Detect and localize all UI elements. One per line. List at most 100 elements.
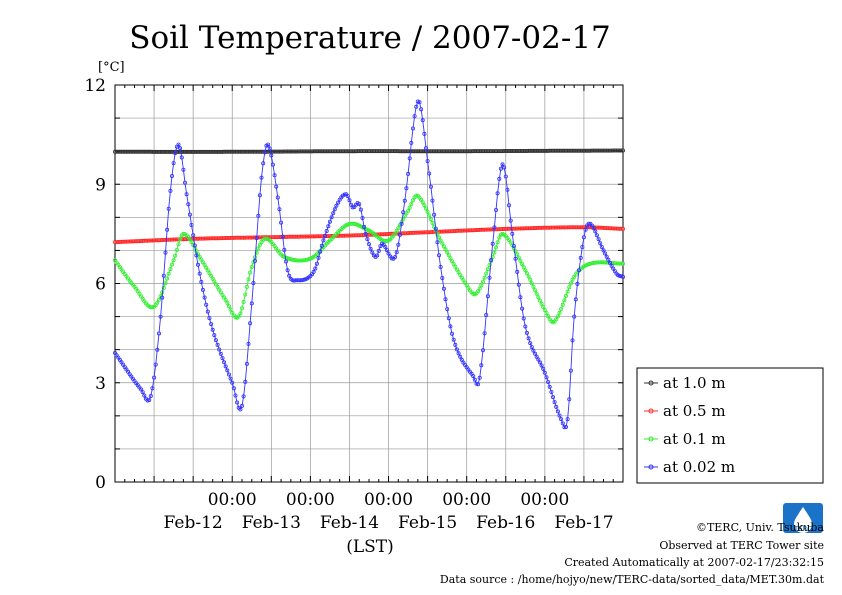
data-point xyxy=(152,375,157,380)
data-point xyxy=(534,291,539,296)
data-point xyxy=(251,280,256,285)
data-point xyxy=(572,314,577,319)
data-point xyxy=(492,225,497,230)
data-point xyxy=(500,162,505,167)
data-point xyxy=(619,226,624,231)
data-point xyxy=(375,253,380,258)
data-point xyxy=(267,146,272,151)
data-point xyxy=(225,368,230,373)
data-point xyxy=(451,337,456,342)
legend-marker xyxy=(648,436,654,442)
data-point xyxy=(412,114,417,119)
data-point xyxy=(168,267,173,272)
data-point xyxy=(233,393,238,398)
data-point xyxy=(555,314,560,319)
data-point xyxy=(538,298,543,303)
data-point xyxy=(165,276,170,281)
legend-label: at 1.0 m xyxy=(663,374,726,392)
data-point xyxy=(148,393,153,398)
data-point xyxy=(487,275,492,280)
data-point xyxy=(329,215,334,220)
data-point xyxy=(448,256,453,261)
data-point xyxy=(212,333,217,338)
data-point xyxy=(560,421,565,426)
data-point xyxy=(226,304,231,309)
data-point xyxy=(199,279,204,284)
data-point xyxy=(594,233,599,238)
data-point xyxy=(479,363,484,368)
data-point xyxy=(274,184,279,189)
data-point xyxy=(362,224,367,229)
data-point xyxy=(176,142,181,147)
data-point xyxy=(173,253,178,258)
data-point xyxy=(476,382,481,387)
data-point xyxy=(171,161,176,166)
data-point xyxy=(581,235,586,240)
data-point xyxy=(147,397,152,402)
data-point xyxy=(446,316,451,321)
data-point xyxy=(449,259,454,264)
data-point xyxy=(436,235,441,240)
data-point xyxy=(528,341,533,346)
data-point xyxy=(394,250,399,255)
data-point xyxy=(238,311,243,316)
data-point xyxy=(165,227,170,232)
data-point xyxy=(246,277,251,282)
data-point xyxy=(516,282,521,287)
data-point xyxy=(241,299,246,304)
x-time-label: 00:00 xyxy=(364,490,413,510)
data-point xyxy=(257,193,262,198)
data-source-text: Data source : /home/hojyo/new/TERC-data/… xyxy=(439,573,824,586)
data-point xyxy=(515,252,520,257)
data-point xyxy=(547,384,552,389)
data-point xyxy=(205,309,210,314)
data-point xyxy=(236,314,241,319)
data-point xyxy=(477,286,482,291)
data-point xyxy=(497,176,502,181)
data-point xyxy=(396,242,401,247)
data-point xyxy=(432,212,437,217)
data-point xyxy=(428,184,433,189)
data-point xyxy=(573,297,578,302)
data-point xyxy=(226,372,231,377)
data-point xyxy=(559,417,564,422)
data-point xyxy=(241,394,246,399)
copyright-text: ©TERC, Univ. Tsukuba xyxy=(695,521,824,534)
data-point xyxy=(287,273,292,278)
x-date-label: Feb-14 xyxy=(320,513,379,533)
data-point xyxy=(433,226,438,231)
x-date-label: Feb-12 xyxy=(164,513,223,533)
data-point xyxy=(322,233,327,238)
data-point xyxy=(445,307,450,312)
data-point xyxy=(609,263,614,268)
data-point xyxy=(161,285,166,290)
data-point xyxy=(191,233,196,238)
data-point xyxy=(262,150,267,155)
data-point xyxy=(552,400,557,405)
data-point xyxy=(454,347,459,352)
data-point xyxy=(477,375,482,380)
data-point xyxy=(453,342,458,347)
data-point xyxy=(314,261,319,266)
data-point xyxy=(189,222,194,227)
data-point xyxy=(223,364,228,369)
data-point xyxy=(168,188,173,193)
data-point xyxy=(283,259,288,264)
data-point xyxy=(441,244,446,249)
data-point xyxy=(331,211,336,216)
data-point xyxy=(277,207,282,212)
series-at-1-0-m xyxy=(113,148,626,154)
data-point xyxy=(336,200,341,205)
data-point xyxy=(254,236,259,241)
data-point xyxy=(178,237,183,242)
data-point xyxy=(567,285,572,290)
data-point xyxy=(365,237,370,242)
data-point xyxy=(538,360,543,365)
data-point xyxy=(440,241,445,246)
data-point xyxy=(252,258,257,263)
data-point xyxy=(225,300,230,305)
data-point xyxy=(559,306,564,311)
data-point xyxy=(546,379,551,384)
data-point xyxy=(318,249,323,254)
data-point xyxy=(410,126,415,131)
